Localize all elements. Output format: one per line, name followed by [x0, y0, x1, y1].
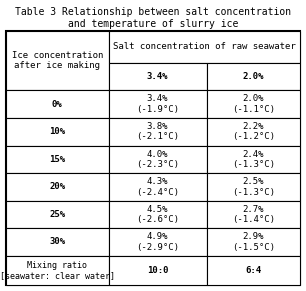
Text: 4.3%
(-2.4°C): 4.3% (-2.4°C) [136, 177, 179, 196]
Text: 0%: 0% [52, 100, 63, 109]
Text: 3.8%
(-2.1°C): 3.8% (-2.1°C) [136, 122, 179, 141]
Text: Mixing ratio
[seawater: clear water]: Mixing ratio [seawater: clear water] [0, 261, 115, 280]
Text: 2.7%
(-1.4°C): 2.7% (-1.4°C) [232, 205, 275, 224]
Text: Ice concentration
after ice making: Ice concentration after ice making [12, 51, 103, 70]
Text: 2.9%
(-1.5°C): 2.9% (-1.5°C) [232, 232, 275, 252]
Text: 2.0%: 2.0% [242, 72, 264, 81]
Text: 3.4%
(-1.9°C): 3.4% (-1.9°C) [136, 95, 179, 114]
Text: 10%: 10% [49, 127, 65, 136]
Text: 2.2%
(-1.2°C): 2.2% (-1.2°C) [232, 122, 275, 141]
Text: 4.0%
(-2.3°C): 4.0% (-2.3°C) [136, 150, 179, 169]
Text: Table 3 Relationship between salt concentration: Table 3 Relationship between salt concen… [15, 7, 291, 17]
Text: 6:4: 6:4 [245, 266, 261, 275]
Text: 25%: 25% [49, 210, 65, 219]
Text: 4.5%
(-2.6°C): 4.5% (-2.6°C) [136, 205, 179, 224]
Text: Salt concentration of raw seawater: Salt concentration of raw seawater [113, 42, 296, 51]
Text: 30%: 30% [49, 237, 65, 246]
Text: 2.4%
(-1.3°C): 2.4% (-1.3°C) [232, 150, 275, 169]
Text: 2.0%
(-1.1°C): 2.0% (-1.1°C) [232, 95, 275, 114]
Text: and temperature of slurry ice: and temperature of slurry ice [68, 19, 238, 29]
Text: 3.4%: 3.4% [147, 72, 168, 81]
Text: 20%: 20% [49, 182, 65, 191]
Text: 4.9%
(-2.9°C): 4.9% (-2.9°C) [136, 232, 179, 252]
Text: 15%: 15% [49, 155, 65, 164]
Text: 2.5%
(-1.3°C): 2.5% (-1.3°C) [232, 177, 275, 196]
Text: 10:0: 10:0 [147, 266, 168, 275]
